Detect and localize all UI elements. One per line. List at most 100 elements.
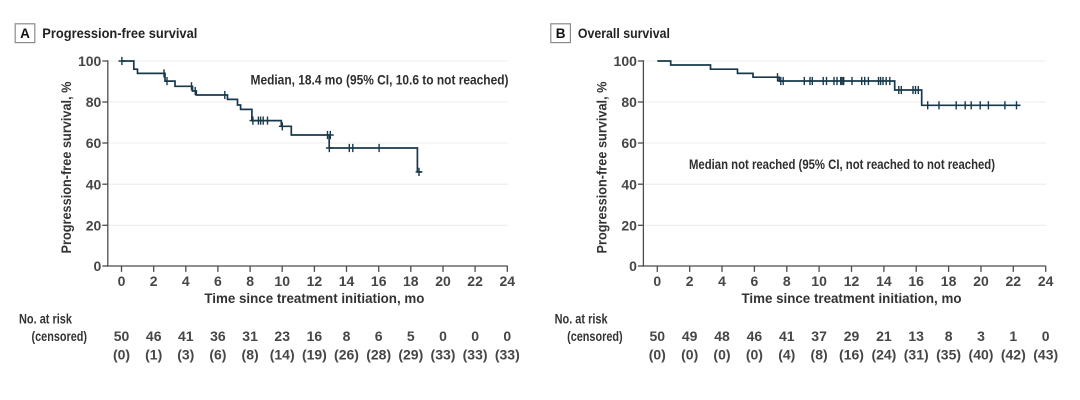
svg-text:16: 16 [908, 273, 924, 289]
svg-text:(censored): (censored) [567, 328, 623, 344]
svg-text:20: 20 [973, 273, 989, 289]
svg-text:(3): (3) [177, 347, 194, 363]
svg-text:14: 14 [876, 273, 892, 289]
svg-text:(29): (29) [398, 347, 423, 363]
svg-text:2: 2 [150, 273, 158, 289]
svg-text:2: 2 [686, 273, 694, 289]
svg-text:50: 50 [114, 328, 130, 344]
svg-text:100: 100 [78, 53, 102, 69]
svg-text:Progression-free survival: Progression-free survival [42, 25, 197, 41]
svg-text:B: B [556, 26, 566, 41]
svg-text:4: 4 [718, 273, 726, 289]
svg-text:0: 0 [439, 328, 447, 344]
svg-text:(31): (31) [904, 347, 929, 363]
svg-text:No. at risk: No. at risk [555, 311, 608, 327]
svg-text:13: 13 [908, 328, 924, 344]
svg-text:10: 10 [811, 273, 827, 289]
svg-text:4: 4 [182, 273, 190, 289]
svg-text:48: 48 [714, 328, 730, 344]
svg-text:(33): (33) [431, 347, 456, 363]
svg-text:1: 1 [1009, 328, 1017, 344]
svg-text:12: 12 [307, 273, 323, 289]
svg-text:21: 21 [876, 328, 892, 344]
svg-text:(40): (40) [969, 347, 994, 363]
svg-text:18: 18 [403, 273, 419, 289]
svg-text:8: 8 [343, 328, 351, 344]
svg-text:29: 29 [844, 328, 860, 344]
svg-text:80: 80 [86, 94, 102, 110]
svg-text:16: 16 [307, 328, 323, 344]
svg-text:Time since treatment initiatio: Time since treatment initiation, mo [204, 290, 424, 306]
svg-text:22: 22 [467, 273, 483, 289]
svg-text:40: 40 [86, 176, 102, 192]
svg-text:(4): (4) [778, 347, 795, 363]
svg-text:23: 23 [274, 328, 290, 344]
svg-text:Median not reached (95% CI, no: Median not reached (95% CI, not reached … [689, 156, 995, 172]
svg-text:6: 6 [751, 273, 759, 289]
svg-text:(1): (1) [145, 347, 162, 363]
svg-text:(0): (0) [113, 347, 130, 363]
svg-text:37: 37 [811, 328, 827, 344]
svg-text:(8): (8) [811, 347, 828, 363]
svg-text:0: 0 [653, 273, 661, 289]
svg-text:10: 10 [274, 273, 290, 289]
svg-text:(14): (14) [270, 347, 295, 363]
svg-text:80: 80 [621, 94, 637, 110]
svg-text:40: 40 [621, 176, 637, 192]
svg-text:20: 20 [86, 217, 102, 233]
svg-text:Time since treatment initiatio: Time since treatment initiation, mo [741, 290, 961, 306]
svg-text:8: 8 [945, 328, 953, 344]
svg-text:(33): (33) [463, 347, 488, 363]
svg-text:5: 5 [407, 328, 415, 344]
svg-text:41: 41 [779, 328, 795, 344]
svg-text:100: 100 [614, 53, 638, 69]
svg-text:36: 36 [210, 328, 226, 344]
svg-text:18: 18 [941, 273, 957, 289]
svg-text:(35): (35) [936, 347, 961, 363]
svg-text:49: 49 [682, 328, 698, 344]
svg-text:(19): (19) [302, 347, 327, 363]
svg-text:(43): (43) [1033, 347, 1058, 363]
svg-text:20: 20 [435, 273, 451, 289]
svg-text:0: 0 [94, 258, 102, 274]
svg-text:16: 16 [371, 273, 387, 289]
svg-text:Progression-free survival, %: Progression-free survival, % [593, 81, 609, 253]
svg-text:24: 24 [500, 273, 516, 289]
svg-text:41: 41 [178, 328, 194, 344]
svg-text:(33): (33) [495, 347, 520, 363]
svg-text:8: 8 [246, 273, 254, 289]
svg-text:(8): (8) [242, 347, 259, 363]
svg-text:No. at risk: No. at risk [19, 311, 72, 327]
svg-text:0: 0 [503, 328, 511, 344]
svg-text:Overall survival: Overall survival [578, 25, 670, 41]
svg-text:6: 6 [375, 328, 383, 344]
svg-text:14: 14 [339, 273, 355, 289]
svg-text:Progression-free survival, %: Progression-free survival, % [58, 81, 74, 253]
svg-text:60: 60 [621, 135, 637, 151]
svg-text:31: 31 [242, 328, 258, 344]
svg-text:50: 50 [650, 328, 666, 344]
svg-text:8: 8 [783, 273, 791, 289]
svg-text:Median, 18.4 mo (95% CI, 10.6: Median, 18.4 mo (95% CI, 10.6 to not rea… [251, 71, 509, 87]
svg-text:6: 6 [214, 273, 222, 289]
svg-text:(24): (24) [871, 347, 896, 363]
svg-text:46: 46 [146, 328, 162, 344]
svg-text:(6): (6) [209, 347, 226, 363]
svg-text:(0): (0) [649, 347, 666, 363]
svg-text:24: 24 [1038, 273, 1054, 289]
svg-text:(28): (28) [366, 347, 391, 363]
svg-text:3: 3 [977, 328, 985, 344]
svg-text:0: 0 [1042, 328, 1050, 344]
svg-text:22: 22 [1006, 273, 1022, 289]
svg-text:(16): (16) [839, 347, 864, 363]
svg-text:(26): (26) [334, 347, 359, 363]
svg-text:(0): (0) [746, 347, 763, 363]
svg-text:0: 0 [118, 273, 126, 289]
svg-text:(censored): (censored) [32, 328, 88, 344]
svg-text:(42): (42) [1001, 347, 1026, 363]
svg-text:(0): (0) [713, 347, 730, 363]
svg-text:(0): (0) [681, 347, 698, 363]
svg-text:46: 46 [747, 328, 763, 344]
svg-text:60: 60 [86, 135, 102, 151]
svg-text:0: 0 [471, 328, 479, 344]
